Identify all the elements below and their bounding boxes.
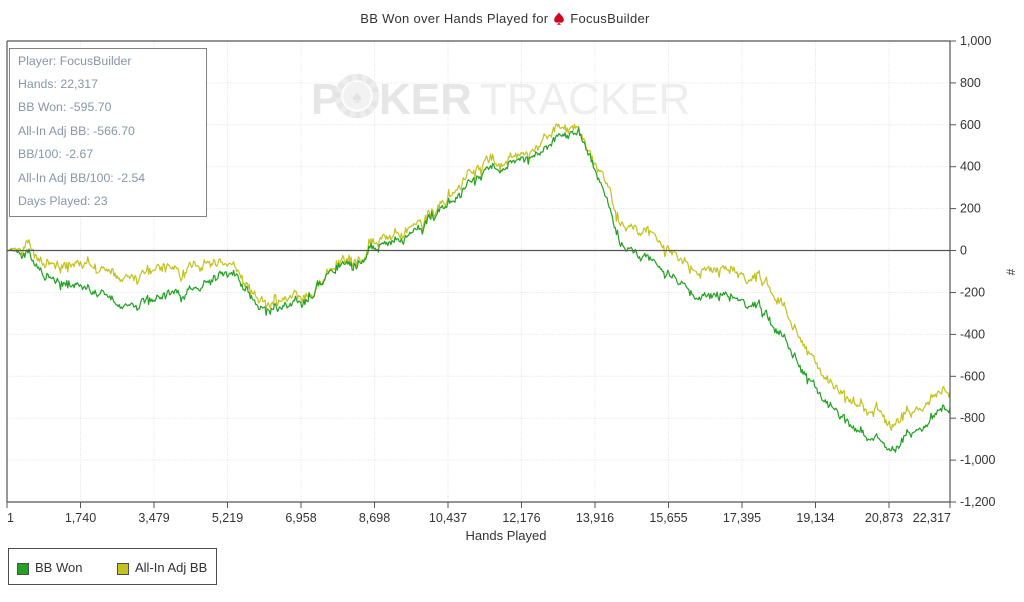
- svg-text:TRACKER: TRACKER: [480, 75, 690, 124]
- svg-text:1,740: 1,740: [65, 511, 96, 525]
- svg-text:-200: -200: [960, 286, 985, 300]
- svg-text:12,176: 12,176: [502, 511, 540, 525]
- svg-text:0: 0: [960, 244, 967, 258]
- svg-text:8,698: 8,698: [359, 511, 390, 525]
- svg-text:-400: -400: [960, 327, 985, 341]
- svg-text:600: 600: [960, 118, 981, 132]
- svg-text:19,134: 19,134: [796, 511, 834, 525]
- svg-text:1,000: 1,000: [960, 34, 991, 48]
- svg-text:20,873: 20,873: [865, 511, 903, 525]
- svg-text:KER: KER: [379, 75, 472, 124]
- svg-text:-600: -600: [960, 369, 985, 383]
- svg-text:-1,200: -1,200: [960, 495, 995, 509]
- svg-text:Hands Played: Hands Played: [466, 528, 547, 543]
- svg-text:5,219: 5,219: [212, 511, 243, 525]
- svg-text:♠: ♠: [352, 87, 362, 107]
- svg-text:1: 1: [7, 511, 14, 525]
- svg-text:200: 200: [960, 202, 981, 216]
- svg-text:800: 800: [960, 76, 981, 90]
- svg-text:-800: -800: [960, 411, 985, 425]
- svg-text:13,916: 13,916: [576, 511, 614, 525]
- svg-text:17,395: 17,395: [723, 511, 761, 525]
- svg-text:22,317: 22,317: [913, 511, 951, 525]
- svg-text:6,958: 6,958: [285, 511, 316, 525]
- svg-text:#: #: [1004, 268, 1018, 275]
- svg-text:-1,000: -1,000: [960, 453, 995, 467]
- svg-text:400: 400: [960, 160, 981, 174]
- svg-text:15,655: 15,655: [649, 511, 687, 525]
- svg-text:3,479: 3,479: [138, 511, 169, 525]
- svg-text:10,437: 10,437: [429, 511, 467, 525]
